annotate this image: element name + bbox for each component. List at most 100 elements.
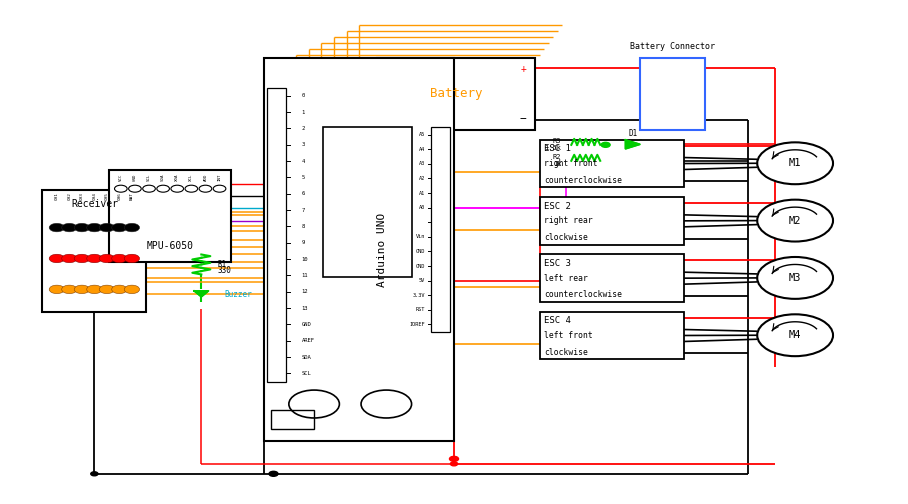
Text: 11: 11 bbox=[301, 273, 308, 278]
Text: ESC 2: ESC 2 bbox=[544, 202, 571, 211]
Circle shape bbox=[49, 223, 64, 232]
Text: R3: R3 bbox=[553, 138, 561, 144]
Text: SDA: SDA bbox=[301, 355, 311, 359]
Text: D1: D1 bbox=[628, 129, 637, 138]
Text: RST: RST bbox=[416, 307, 425, 312]
Text: Battery: Battery bbox=[430, 87, 482, 100]
Text: 1: 1 bbox=[301, 109, 305, 114]
Text: 8: 8 bbox=[301, 224, 305, 229]
FancyBboxPatch shape bbox=[264, 57, 454, 442]
Text: 3: 3 bbox=[301, 142, 305, 147]
Circle shape bbox=[269, 471, 278, 476]
FancyBboxPatch shape bbox=[539, 197, 684, 244]
FancyBboxPatch shape bbox=[271, 410, 314, 429]
Text: CH2: CH2 bbox=[67, 192, 72, 200]
Text: R2: R2 bbox=[553, 154, 561, 160]
Circle shape bbox=[124, 285, 140, 294]
Text: 1.5k: 1.5k bbox=[545, 145, 561, 151]
Text: clockwise: clockwise bbox=[544, 348, 588, 357]
Text: M2: M2 bbox=[789, 216, 802, 226]
Text: CH4: CH4 bbox=[93, 192, 96, 200]
Text: 3.3V: 3.3V bbox=[412, 293, 425, 298]
Text: GND: GND bbox=[416, 264, 425, 269]
Circle shape bbox=[112, 285, 127, 294]
Text: GND: GND bbox=[133, 173, 137, 181]
Text: Battery Connector: Battery Connector bbox=[630, 42, 715, 51]
Text: right rear: right rear bbox=[544, 216, 593, 225]
Text: BAT: BAT bbox=[130, 192, 133, 200]
Text: CH3: CH3 bbox=[80, 192, 84, 200]
Circle shape bbox=[157, 185, 170, 192]
Text: 0: 0 bbox=[301, 93, 305, 98]
Text: M1: M1 bbox=[789, 158, 802, 168]
Text: INT: INT bbox=[218, 173, 222, 181]
Circle shape bbox=[74, 254, 90, 263]
Circle shape bbox=[112, 223, 127, 232]
Circle shape bbox=[450, 462, 458, 466]
Text: 4: 4 bbox=[301, 159, 305, 163]
Text: counterclockwise: counterclockwise bbox=[544, 176, 622, 185]
Text: 9: 9 bbox=[301, 240, 305, 245]
Text: XCL: XCL bbox=[190, 173, 193, 181]
Text: 5V: 5V bbox=[419, 278, 425, 283]
Circle shape bbox=[91, 472, 98, 476]
Circle shape bbox=[757, 200, 833, 241]
Text: A3: A3 bbox=[419, 161, 425, 166]
Text: GND: GND bbox=[416, 249, 425, 254]
Circle shape bbox=[124, 223, 140, 232]
Circle shape bbox=[86, 254, 102, 263]
Circle shape bbox=[99, 285, 114, 294]
Text: 12: 12 bbox=[301, 289, 308, 294]
Circle shape bbox=[757, 257, 833, 299]
Text: AREF: AREF bbox=[301, 338, 314, 343]
Text: XDA: XDA bbox=[175, 173, 179, 181]
Circle shape bbox=[114, 185, 127, 192]
Text: A4: A4 bbox=[419, 147, 425, 152]
FancyBboxPatch shape bbox=[539, 255, 684, 302]
Text: CH6: CH6 bbox=[117, 192, 122, 200]
Text: 5: 5 bbox=[301, 175, 305, 180]
Text: counterclockwise: counterclockwise bbox=[544, 290, 622, 299]
Text: clockwise: clockwise bbox=[544, 233, 588, 242]
Text: left rear: left rear bbox=[544, 274, 588, 283]
FancyBboxPatch shape bbox=[539, 140, 684, 187]
Text: left front: left front bbox=[544, 331, 593, 340]
Circle shape bbox=[86, 223, 102, 232]
Text: +: + bbox=[520, 64, 527, 74]
Circle shape bbox=[199, 185, 212, 192]
Text: CH5: CH5 bbox=[105, 192, 109, 200]
Circle shape bbox=[449, 456, 459, 461]
Circle shape bbox=[99, 223, 114, 232]
Text: ESC 4: ESC 4 bbox=[544, 317, 571, 325]
Text: ESC 3: ESC 3 bbox=[544, 259, 571, 268]
Text: Arduino UNO: Arduino UNO bbox=[377, 212, 387, 287]
Polygon shape bbox=[626, 140, 640, 149]
Text: Receiver: Receiver bbox=[71, 199, 118, 209]
Text: M3: M3 bbox=[789, 273, 802, 283]
Text: MPU-6050: MPU-6050 bbox=[147, 241, 193, 251]
Circle shape bbox=[129, 185, 142, 192]
Text: 330: 330 bbox=[218, 267, 232, 276]
Text: A1: A1 bbox=[419, 191, 425, 196]
Text: ADD: ADD bbox=[203, 173, 207, 181]
Text: 7: 7 bbox=[301, 208, 305, 213]
Text: −: − bbox=[519, 114, 527, 124]
Text: R1: R1 bbox=[218, 260, 227, 269]
Circle shape bbox=[49, 254, 64, 263]
Circle shape bbox=[74, 223, 90, 232]
Circle shape bbox=[757, 314, 833, 356]
Polygon shape bbox=[194, 291, 209, 297]
Circle shape bbox=[86, 285, 102, 294]
Text: 10: 10 bbox=[301, 257, 308, 262]
Circle shape bbox=[171, 185, 183, 192]
Text: SCL: SCL bbox=[147, 173, 151, 181]
Text: CH1: CH1 bbox=[54, 192, 59, 200]
Text: Buzzer: Buzzer bbox=[224, 290, 252, 299]
Text: 6: 6 bbox=[301, 191, 305, 196]
Circle shape bbox=[757, 142, 833, 184]
Text: A5: A5 bbox=[419, 132, 425, 137]
FancyBboxPatch shape bbox=[539, 312, 684, 359]
FancyBboxPatch shape bbox=[323, 128, 411, 277]
Text: SCL: SCL bbox=[301, 371, 311, 376]
Circle shape bbox=[99, 254, 114, 263]
